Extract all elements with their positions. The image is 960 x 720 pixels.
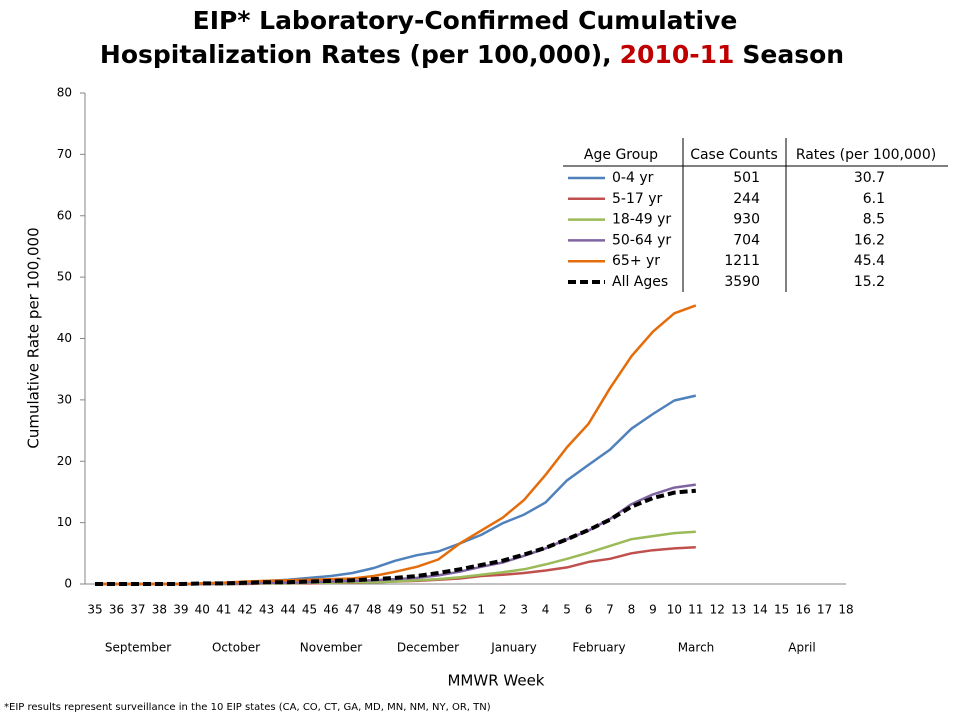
legend-label: 5-17 yr [612, 191, 663, 207]
x-tick-label: 47 [345, 603, 360, 617]
x-tick-label: 12 [710, 603, 725, 617]
x-tick-label: 14 [753, 603, 768, 617]
rate: 45.4 [854, 253, 885, 269]
x-tick-label: 51 [431, 603, 446, 617]
table-header: Age Group [584, 147, 658, 163]
x-tick-label: 49 [388, 603, 403, 617]
x-tick-label: 16 [795, 603, 810, 617]
chart-title-line1: EIP* Laboratory-Confirmed Cumulative [193, 6, 738, 35]
x-tick-label: 40 [195, 603, 210, 617]
rate: 30.7 [854, 170, 885, 186]
x-tick-label: 36 [109, 603, 124, 617]
x-tick-label: 1 [477, 603, 485, 617]
title-part: Hospitalization Rates (per 100,000), [100, 40, 612, 69]
x-tick-label: 41 [216, 603, 231, 617]
x-tick-label: 7 [606, 603, 614, 617]
x-tick-label: 4 [542, 603, 550, 617]
rate: 6.1 [863, 191, 885, 207]
title-part: Season [742, 40, 844, 69]
y-tick-label: 30 [57, 392, 72, 406]
x-tick-label: 43 [259, 603, 274, 617]
x-tick-label: 13 [731, 603, 746, 617]
legend-label: 65+ yr [612, 253, 660, 269]
x-tick-label: 3 [520, 603, 528, 617]
month-label: December [397, 641, 459, 655]
legend-label: 0-4 yr [612, 170, 654, 186]
x-tick-label: 50 [409, 603, 424, 617]
y-tick-label: 20 [57, 454, 72, 468]
month-label: February [572, 641, 625, 655]
x-tick-label: 45 [302, 603, 317, 617]
x-tick-label: 10 [667, 603, 682, 617]
legend-label: 18-49 yr [612, 212, 671, 228]
series-line [95, 394, 697, 586]
x-tick-label: 17 [817, 603, 832, 617]
chart-title-line2: Hospitalization Rates (per 100,000), 2010… [100, 40, 844, 69]
x-tick-label: 44 [280, 603, 295, 617]
x-tick-label: 37 [130, 603, 145, 617]
legend-label: All Ages [612, 274, 668, 290]
table-header: Case Counts [690, 147, 778, 163]
series-line [95, 304, 697, 586]
x-tick-label: 6 [585, 603, 593, 617]
x-tick-label: 52 [452, 603, 467, 617]
y-tick-label: 50 [57, 270, 72, 284]
month-label: September [105, 641, 171, 655]
case-count: 501 [733, 170, 760, 186]
month-label: October [212, 641, 260, 655]
x-tick-label: 42 [238, 603, 253, 617]
x-tick-label: 11 [688, 603, 703, 617]
x-tick-label: 15 [774, 603, 789, 617]
series-line [95, 483, 696, 586]
x-tick-label: 18 [838, 603, 853, 617]
x-tick-label: 39 [173, 603, 188, 617]
x-tick-label: 9 [649, 603, 657, 617]
x-axis-label: MMWR Week [447, 672, 544, 690]
y-tick-label: 80 [57, 86, 72, 100]
footnote: *EIP results represent surveillance in t… [4, 702, 491, 713]
x-tick-label: 38 [152, 603, 167, 617]
rate: 8.5 [863, 212, 885, 228]
x-tick-label: 8 [628, 603, 636, 617]
title-highlight: 2010-11 [620, 40, 735, 69]
x-tick-label: 35 [87, 603, 102, 617]
x-tick-label: 5 [563, 603, 571, 617]
case-count: 704 [733, 232, 760, 248]
rate: 15.2 [854, 274, 885, 290]
x-tick-label: 46 [323, 603, 338, 617]
case-count: 930 [733, 212, 760, 228]
month-label: March [678, 641, 715, 655]
table-header: Rates (per 100,000) [796, 147, 936, 163]
y-tick-label: 60 [57, 208, 72, 222]
month-label: November [300, 641, 362, 655]
case-count: 3590 [724, 274, 760, 290]
x-tick-label: 48 [366, 603, 381, 617]
rate: 16.2 [854, 232, 885, 248]
y-tick-label: 40 [57, 331, 72, 345]
month-label: January [490, 641, 537, 655]
case-count: 244 [733, 191, 760, 207]
y-tick-label: 10 [57, 515, 72, 529]
y-axis-label: Cumulative Rate per 100,000 [25, 227, 43, 448]
y-tick-label: 0 [64, 577, 72, 591]
legend-label: 50-64 yr [612, 232, 671, 248]
month-label: April [788, 641, 815, 655]
x-tick-label: 2 [499, 603, 507, 617]
series-line [95, 488, 696, 586]
case-count: 1211 [724, 253, 760, 269]
y-tick-label: 70 [57, 147, 72, 161]
